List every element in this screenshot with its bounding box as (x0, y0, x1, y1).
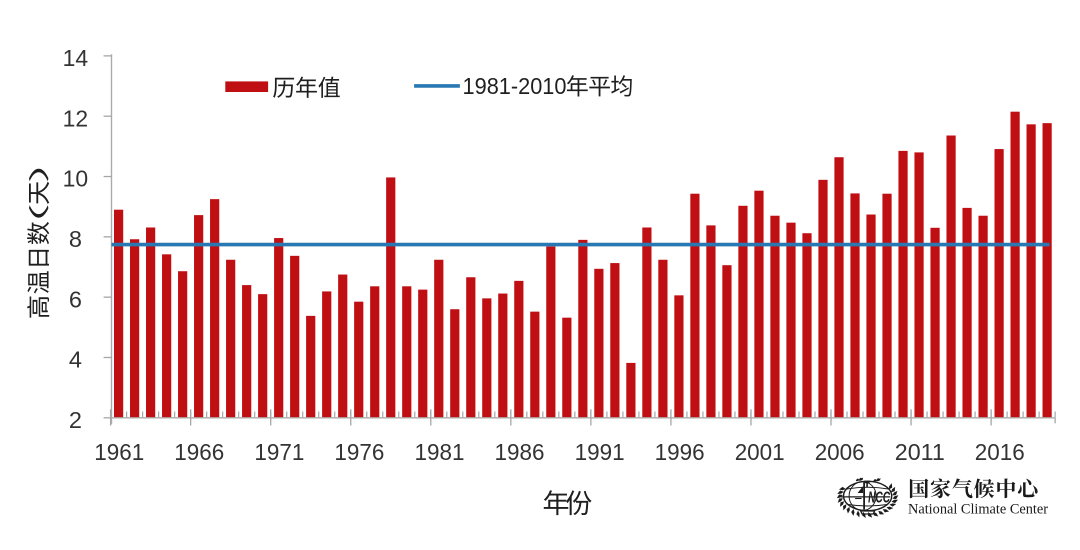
svg-text:1961: 1961 (94, 439, 144, 465)
svg-text:1981-2010: 1981-2010 (463, 73, 567, 99)
svg-text:6: 6 (69, 286, 82, 312)
svg-text:2: 2 (69, 407, 82, 433)
svg-text:1971: 1971 (254, 439, 304, 465)
svg-text:14: 14 (63, 45, 89, 71)
svg-text:1991: 1991 (575, 439, 625, 465)
svg-text:1986: 1986 (495, 439, 545, 465)
svg-text:2016: 2016 (975, 439, 1025, 465)
svg-text:4: 4 (69, 347, 82, 373)
svg-text:8: 8 (69, 226, 82, 252)
svg-text:1996: 1996 (655, 439, 705, 465)
svg-text:1966: 1966 (174, 439, 224, 465)
svg-text:10: 10 (63, 166, 89, 192)
svg-text:National Climate Center: National Climate Center (908, 501, 1048, 517)
svg-text:1981: 1981 (415, 439, 465, 465)
svg-text:2006: 2006 (815, 439, 865, 465)
svg-text:1976: 1976 (334, 439, 384, 465)
svg-text:NCC: NCC (868, 489, 891, 506)
svg-text:12: 12 (63, 105, 89, 131)
svg-text:2001: 2001 (735, 439, 785, 465)
svg-text:2011: 2011 (895, 439, 945, 465)
